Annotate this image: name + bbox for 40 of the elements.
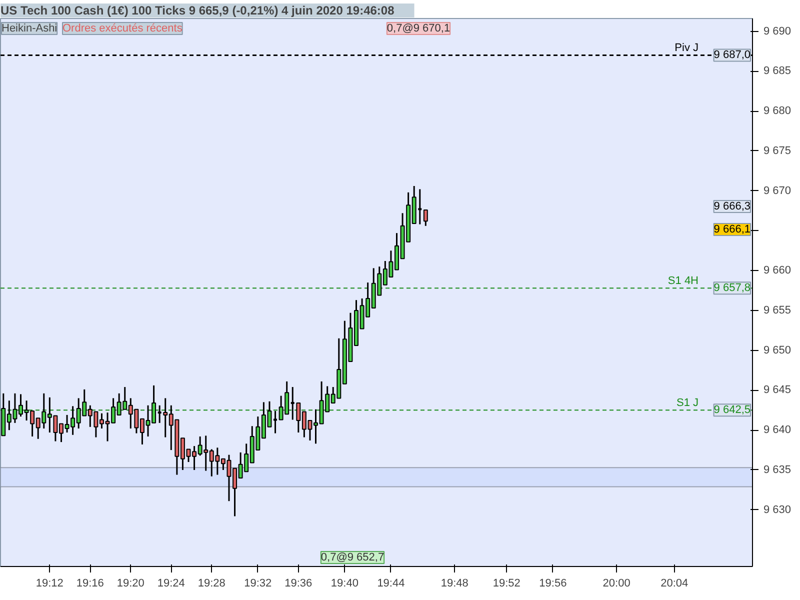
y-tick-label: 9 630 — [764, 504, 792, 516]
y-tick-label: 9 670 — [764, 184, 792, 197]
annotation: 9 666,1 — [714, 224, 750, 236]
x-tick-label: 19:12 — [36, 578, 64, 590]
annotation: 9 687,0 — [714, 49, 750, 62]
annotation: 9 642,5 — [714, 404, 750, 416]
chart-title: US Tech 100 Cash (1€) 100 Ticks 9 665,9 (-0,21%) 4 juin 2020 19:46:08 — [0, 4, 395, 18]
y-tick-label: 9 685 — [764, 65, 792, 78]
y-tick-label: 9 660 — [764, 264, 792, 277]
x-tick-label: 19:44 — [377, 578, 405, 590]
x-tick-label: 19:32 — [244, 578, 272, 590]
x-tick-label: 19:48 — [440, 578, 468, 590]
ref-line-label: Piv J — [674, 42, 699, 54]
x-tick-label: 19:20 — [116, 578, 144, 590]
y-tick-label: 9 680 — [764, 105, 792, 118]
y-tick-label: 9 640 — [764, 424, 792, 436]
y-tick-label: 9 655 — [764, 304, 792, 316]
y-tick-label: 9 645 — [764, 384, 792, 396]
ref-line-label: S1 4H — [668, 275, 699, 288]
y-tick-label: 9 650 — [764, 344, 792, 356]
x-tick-label: 19:24 — [157, 578, 185, 590]
x-tick-label: 19:40 — [330, 578, 358, 590]
x-tick-label: 19:16 — [76, 578, 104, 590]
y-tick-label: 9 675 — [764, 144, 792, 157]
annotation: 9 657,8 — [714, 282, 750, 294]
annotation: 0,7@9 670,1 — [386, 22, 450, 34]
annotation: Ordres exécutés récents — [62, 22, 183, 34]
x-tick-label: 19:36 — [284, 578, 312, 590]
annotation: 0,7@9 652,7 — [320, 552, 384, 564]
x-tick-label: 19:28 — [198, 578, 226, 590]
x-tick-label: 20:00 — [602, 578, 630, 590]
annotation: 9 666,3 — [714, 200, 750, 212]
y-tick-label: 9 635 — [764, 464, 792, 476]
ref-line-label: S1 J — [676, 397, 699, 410]
x-tick-label: 20:04 — [660, 578, 688, 590]
y-tick-label: 9 690 — [764, 25, 792, 38]
candlestick — [423, 209, 428, 227]
x-tick-label: 19:56 — [539, 578, 567, 590]
chart-subtitle: Heikin-Ashi — [2, 22, 58, 34]
x-tick-label: 19:52 — [492, 578, 520, 590]
